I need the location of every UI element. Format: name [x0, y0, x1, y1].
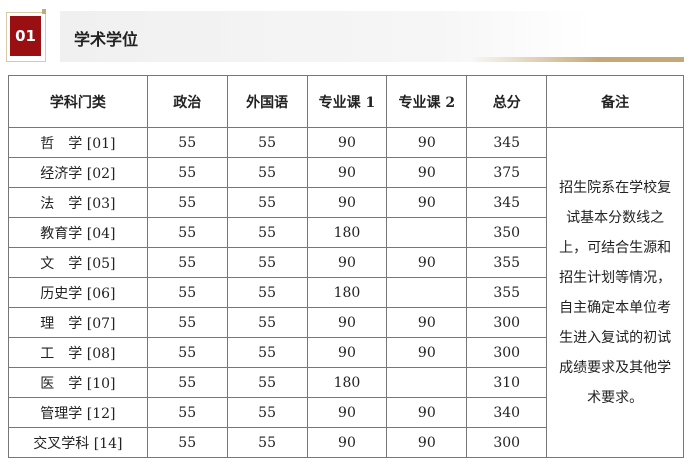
table-row: 历史学 [06] 55 55 180 355: [8, 277, 684, 308]
score-cell: 55: [226, 307, 308, 338]
column-header: 备注: [546, 75, 684, 128]
score-cell: 55: [146, 127, 228, 158]
score-cell: 90: [386, 157, 468, 188]
table-row: 教育学 [04] 55 55 180 350: [8, 217, 684, 248]
column-header: 总分: [466, 75, 548, 128]
score-cell: 300: [466, 307, 548, 338]
score-cell: 90: [306, 427, 388, 458]
score-cell: 180: [306, 367, 388, 398]
subject-cell: 教育学 [04]: [8, 217, 148, 248]
subject-cell: 法 学 [03]: [8, 187, 148, 218]
subject-cell: 理 学 [07]: [8, 307, 148, 338]
score-cell: 55: [226, 337, 308, 368]
subject-cell: 医 学 [10]: [8, 367, 148, 398]
score-cell: [386, 277, 468, 308]
section-banner: [60, 11, 684, 62]
score-cell: 310: [466, 367, 548, 398]
subject-cell: 交叉学科 [14]: [8, 427, 148, 458]
score-cell: 55: [226, 367, 308, 398]
score-cell: 180: [306, 277, 388, 308]
score-cell: 55: [146, 157, 228, 188]
score-cell: 55: [146, 217, 228, 248]
score-cell: 55: [226, 127, 308, 158]
score-cell: 90: [306, 157, 388, 188]
score-cell: 90: [386, 127, 468, 158]
column-header: 专业课 2: [386, 75, 468, 128]
table-row: 文 学 [05] 55 55 90 90 355: [8, 247, 684, 278]
column-header: 专业课 1: [306, 75, 388, 128]
score-cell: 345: [466, 187, 548, 218]
score-cell: 90: [306, 127, 388, 158]
score-cell: 90: [386, 187, 468, 218]
subject-cell: 哲 学 [01]: [8, 127, 148, 158]
score-cell: 55: [226, 217, 308, 248]
score-cell: [386, 367, 468, 398]
table-row: 法 学 [03] 55 55 90 90 345: [8, 187, 684, 218]
score-cell: 55: [226, 277, 308, 308]
table-row: 理 学 [07] 55 55 90 90 300: [8, 307, 684, 338]
score-cell: 55: [146, 187, 228, 218]
score-cell: 55: [146, 277, 228, 308]
banner-gold-line: [470, 57, 684, 62]
note-cell: 招生院系在学校复试基本分数线之上，可结合生源和招生计划等情况，自主确定本单位考生…: [546, 127, 684, 458]
subject-cell: 经济学 [02]: [8, 157, 148, 188]
score-cell: 90: [386, 337, 468, 368]
table-header-row: 学科门类 政治 外国语 专业课 1 专业课 2 总分 备注: [8, 75, 684, 128]
score-cell: 350: [466, 217, 548, 248]
score-cell: 300: [466, 427, 548, 458]
subject-cell: 历史学 [06]: [8, 277, 148, 308]
score-cell: 55: [146, 337, 228, 368]
frame-corner-decoration: [42, 9, 46, 14]
score-cell: 90: [386, 247, 468, 278]
score-cell: 90: [306, 187, 388, 218]
score-cell: 55: [226, 247, 308, 278]
score-cell: 55: [226, 427, 308, 458]
score-cell: 55: [146, 367, 228, 398]
score-cell: 340: [466, 397, 548, 428]
column-header: 外国语: [226, 75, 308, 128]
score-cell: 90: [306, 337, 388, 368]
subject-cell: 工 学 [08]: [8, 337, 148, 368]
score-cell: [386, 217, 468, 248]
subject-cell: 文 学 [05]: [8, 247, 148, 278]
score-cell: 375: [466, 157, 548, 188]
score-cell: 55: [226, 157, 308, 188]
score-cell: 55: [146, 397, 228, 428]
score-cell: 90: [386, 397, 468, 428]
score-cell: 90: [306, 307, 388, 338]
score-cell: 55: [146, 307, 228, 338]
table-row: 交叉学科 [14] 55 55 90 90 300: [8, 427, 684, 458]
section-title: 学术学位: [74, 30, 139, 49]
score-cell: 300: [466, 337, 548, 368]
subject-cell: 管理学 [12]: [8, 397, 148, 428]
column-header: 学科门类: [8, 75, 148, 128]
score-cell: 90: [386, 427, 468, 458]
score-cell: 90: [386, 307, 468, 338]
table-row: 哲 学 [01] 55 55 90 90 345 招生院系在学校复试基本分数线之上，可结合生…: [8, 127, 684, 458]
score-cell: 180: [306, 217, 388, 248]
score-table: 学科门类 政治 外国语 专业课 1 专业课 2 总分 备注 哲 学 [01] 55 55 90 90…: [8, 75, 684, 458]
score-cell: 55: [226, 397, 308, 428]
score-cell: 55: [146, 427, 228, 458]
score-cell: 90: [306, 247, 388, 278]
score-cell: 355: [466, 247, 548, 278]
column-header: 政治: [146, 75, 228, 128]
score-cell: 90: [306, 397, 388, 428]
score-cell: 355: [466, 277, 548, 308]
score-cell: 345: [466, 127, 548, 158]
section-number: 01: [10, 16, 41, 56]
score-cell: 55: [146, 247, 228, 278]
score-cell: 55: [226, 187, 308, 218]
